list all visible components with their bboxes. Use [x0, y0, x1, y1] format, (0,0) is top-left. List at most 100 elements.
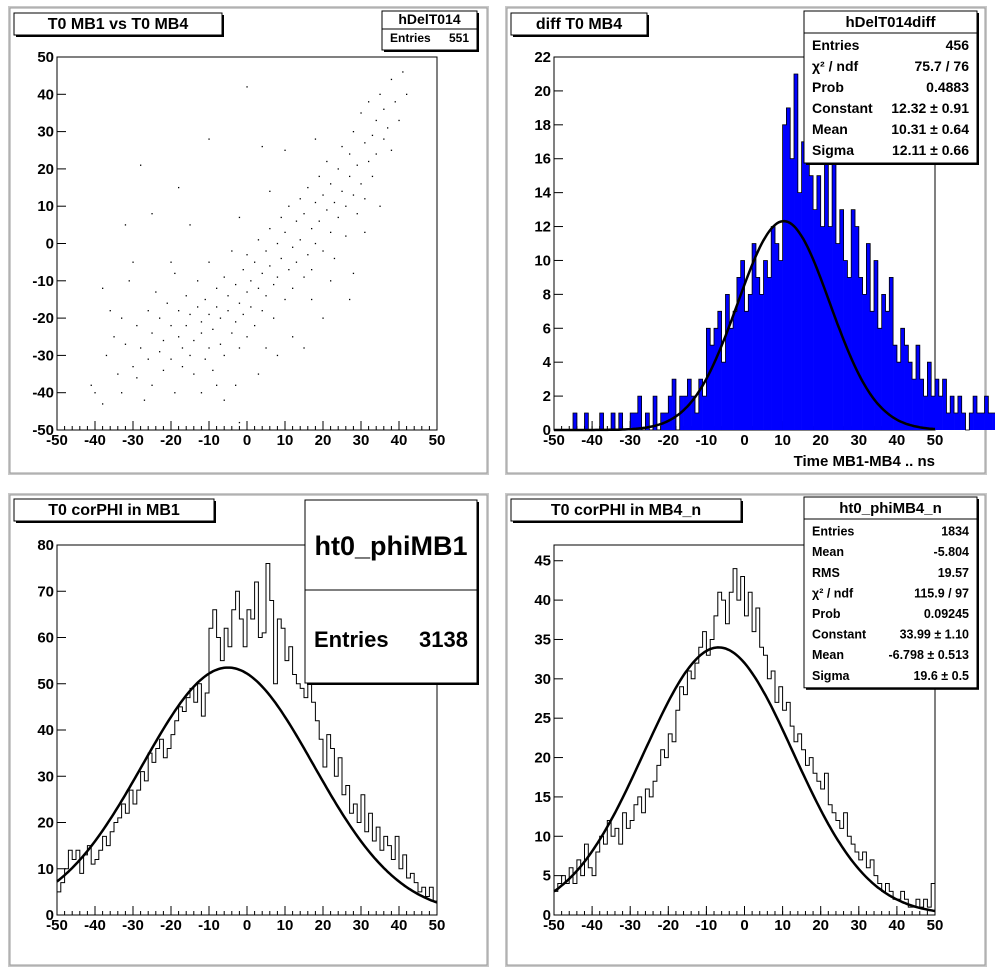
scatter-point: [140, 164, 142, 166]
y-tick-label: 45: [534, 553, 551, 570]
scatter-point: [102, 403, 104, 405]
scatter-point: [292, 246, 294, 248]
scatter-point: [360, 183, 362, 185]
histogram-bar: [611, 413, 616, 430]
scatter-point: [364, 231, 366, 234]
plot-frame: [56, 56, 438, 431]
x-tick-label: 0: [740, 432, 748, 449]
scatter-point: [257, 239, 260, 241]
scatter-point: [265, 295, 267, 297]
scatter-point: [231, 332, 233, 334]
scatter-point: [364, 198, 366, 200]
x-tick-label: -50: [46, 917, 68, 934]
scatter-point: [341, 190, 343, 192]
scatter-point: [121, 317, 123, 319]
scatter-point: [349, 298, 351, 301]
scatter-point: [318, 175, 320, 178]
scatter-point: [390, 149, 393, 151]
scatter-point: [132, 261, 134, 263]
y-tick-label: 25: [534, 710, 551, 727]
x-tick-label: 30: [850, 432, 867, 449]
x-tick-label: 40: [391, 432, 408, 449]
histogram-bar: [809, 175, 814, 430]
scatter-point: [250, 280, 252, 282]
scatter-point: [314, 242, 317, 245]
stats-row-value: 75.7 / 76: [915, 58, 970, 74]
scatter-point: [311, 227, 313, 230]
x-tick-label: 50: [927, 917, 944, 934]
scatter-point: [257, 373, 260, 375]
histogram-bar: [854, 226, 860, 430]
scatter-point: [303, 213, 305, 215]
histogram-outline: [57, 563, 437, 902]
scatter-point: [246, 86, 248, 88]
fit-curve: [56, 666, 438, 904]
histogram-bar: [980, 413, 985, 430]
stats-row-value: 10.31 ± 0.64: [891, 121, 969, 137]
histogram-bar: [702, 396, 707, 430]
y-tick-label: 5: [543, 868, 551, 885]
scatter-point: [159, 317, 161, 319]
scatter-point: [105, 354, 108, 357]
scatter-point: [352, 194, 355, 196]
x-tick-label: 50: [429, 432, 446, 449]
scatter-point: [246, 254, 248, 256]
scatter-point: [261, 272, 263, 275]
scatter-point: [257, 287, 260, 289]
title-box: [13, 498, 215, 522]
x-tick-label: -10: [198, 432, 220, 449]
scatter-point: [197, 280, 199, 282]
x-tick-label: -40: [581, 432, 603, 449]
title-box: [13, 12, 223, 36]
scatter-point: [151, 213, 153, 215]
x-tick-label: -10: [696, 917, 718, 934]
scatter-point: [181, 365, 184, 368]
y-tick-label: 50: [37, 676, 54, 693]
x-tick-label: 0: [243, 917, 251, 934]
x-tick-label: -50: [543, 917, 565, 934]
histogram-bar: [774, 243, 780, 430]
stats-row-value: 456: [946, 37, 970, 53]
histogram-bar: [858, 277, 863, 430]
scatter-point: [280, 216, 282, 219]
histogram-bar: [653, 396, 658, 430]
stats-name: ht0_phiMB4_n: [839, 500, 942, 517]
histogram-bar: [992, 413, 995, 430]
stats-row-label: Entries: [812, 37, 860, 53]
x-tick-label: -30: [619, 432, 641, 449]
scatter-point: [269, 227, 271, 230]
scatter-point: [390, 78, 393, 81]
scatter-point: [238, 302, 241, 304]
stats-box: [381, 10, 478, 51]
x-tick-label: 30: [850, 917, 867, 934]
scatter-point: [166, 302, 168, 304]
x-tick-label: 0: [243, 432, 251, 449]
scatter-point: [284, 298, 286, 301]
scatter-point: [375, 119, 377, 122]
histogram-bar: [904, 345, 909, 430]
stats-row-label: Mean: [812, 545, 844, 559]
scatter-point: [246, 291, 248, 293]
scatter-point: [295, 220, 298, 222]
histogram-bar: [816, 175, 821, 430]
stats-row-value: 1834: [941, 525, 969, 539]
scatter-point: [242, 313, 244, 316]
scatter-point: [94, 392, 96, 394]
x-tick-label: 20: [315, 432, 332, 449]
histogram-bar: [752, 243, 757, 430]
scatter-point: [155, 291, 157, 293]
scatter-point: [368, 101, 370, 103]
scatter-point: [406, 93, 408, 95]
scatter-point: [197, 306, 199, 308]
scatter-point: [299, 198, 301, 200]
scatter-point: [147, 310, 149, 312]
scatter-point: [193, 373, 195, 375]
scatter-point: [200, 321, 203, 323]
scatter-point: [208, 261, 210, 263]
scatter-point: [223, 354, 225, 357]
histogram-bar: [771, 226, 776, 430]
scatter-point: [113, 336, 115, 338]
scatter-point: [124, 224, 127, 226]
histogram-bar: [988, 413, 993, 430]
